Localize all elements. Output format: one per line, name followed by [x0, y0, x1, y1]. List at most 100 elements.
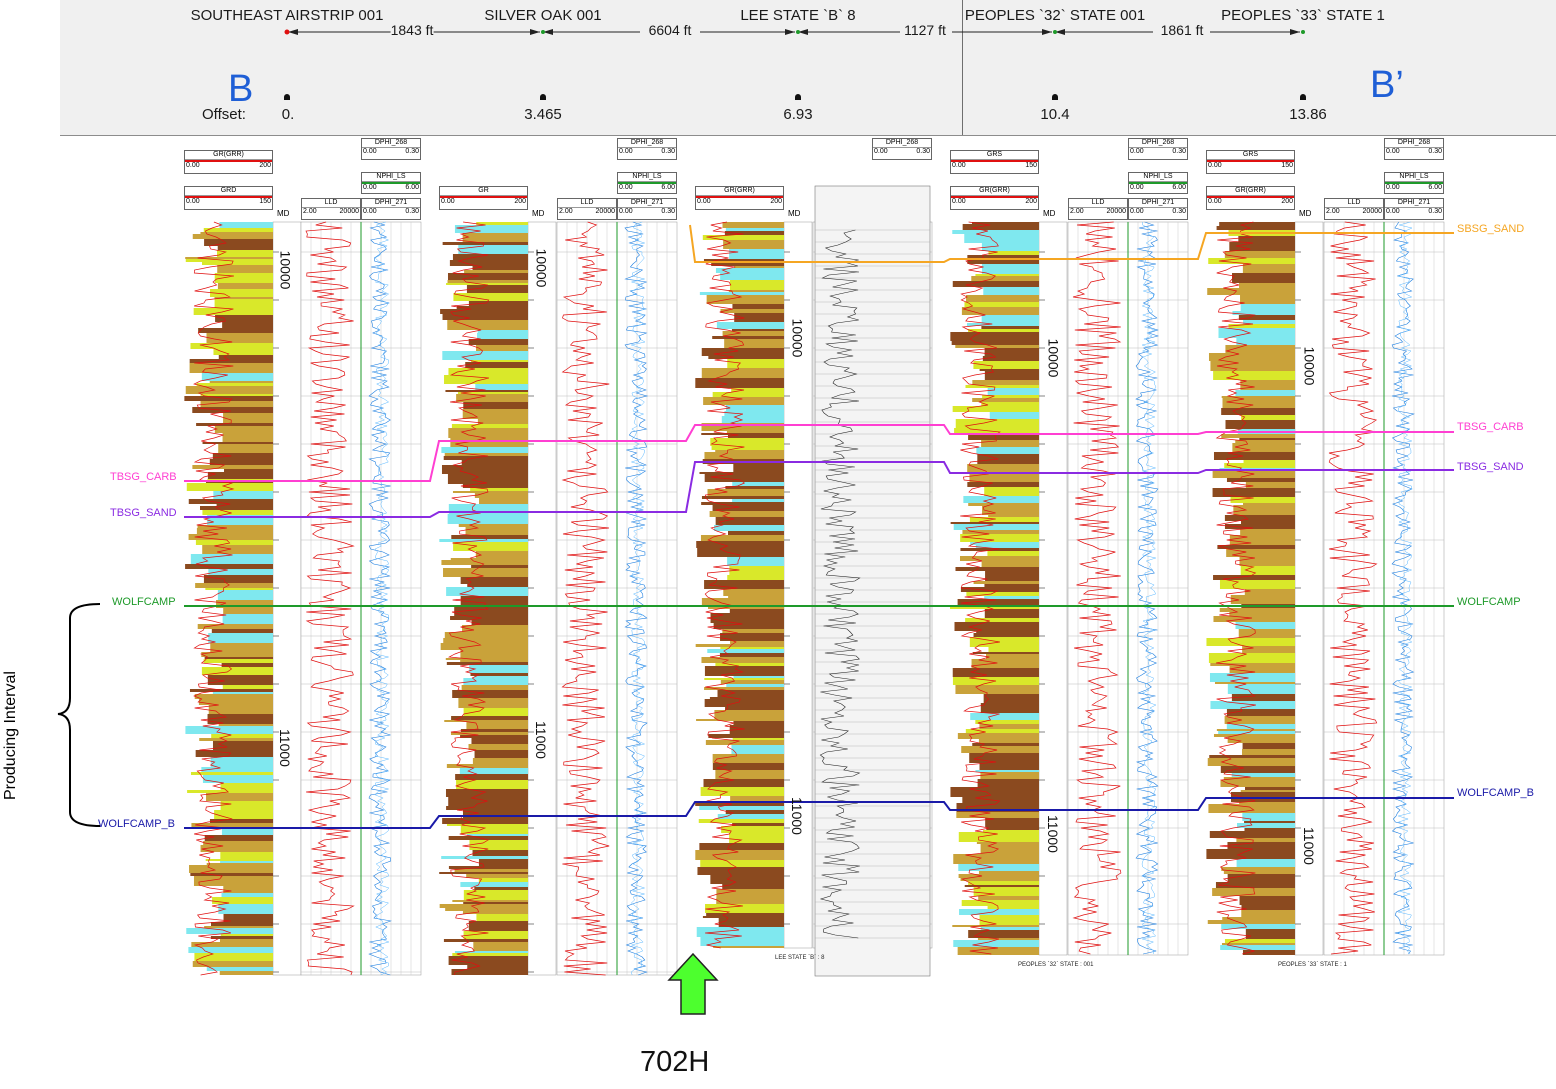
lithology-band	[978, 896, 1039, 900]
lithology-band	[981, 402, 1039, 406]
nphi-curve	[374, 221, 390, 976]
lithology-band	[964, 302, 1039, 307]
track-header-grs[interactable]: GRS 0.00 150	[1206, 150, 1295, 174]
track-header-dphi-268[interactable]: DPHI_268 0.00 0.30	[617, 138, 677, 160]
track-header-gr-grr[interactable]: GR(GRR) 0.00 200	[184, 150, 273, 174]
lithology-band	[957, 599, 1039, 607]
pick-label-wolfcamp[interactable]: WOLFCAMP	[112, 596, 176, 608]
well-name-lee-state[interactable]: LEE STATE `B` 8	[740, 7, 856, 24]
pick-label-wolfcamp-b[interactable]: WOLFCAMP_B	[98, 818, 176, 830]
pick-label-tbsg-carb[interactable]: TBSG_CARB	[110, 471, 177, 483]
well-name-peoples-32[interactable]: PEOPLES `32` STATE 001	[964, 7, 1146, 24]
pick-label-tbsg-sand[interactable]: TBSG_SAND	[1457, 461, 1524, 473]
lithology-band	[188, 499, 273, 504]
lithology-band	[964, 885, 1039, 887]
offset-value: 6.93	[783, 106, 813, 123]
lithology-band	[984, 609, 1039, 618]
track-header-dphi-271[interactable]: DPHI_271 0.00 0.30	[1384, 198, 1444, 220]
track-header-dphi-268[interactable]: DPHI_268 0.00 0.30	[1128, 138, 1188, 160]
track-header-gr[interactable]: GR 0.00 200	[439, 186, 528, 210]
track-header-lld[interactable]: LLD 2.00 20000	[557, 198, 617, 220]
lithology-band	[220, 861, 273, 863]
track-header-grs[interactable]: GRS 0.00 150	[950, 150, 1039, 174]
lithology-band	[950, 607, 1039, 609]
lithology-band	[704, 474, 784, 482]
lithology-band	[1240, 566, 1295, 575]
lithology-band	[950, 522, 1039, 524]
distance-label: 1861 ft	[1160, 22, 1204, 38]
lithology-band	[461, 685, 528, 690]
lithology-band	[1243, 460, 1295, 463]
lithology-band	[720, 680, 784, 684]
lithology-band	[212, 897, 273, 904]
lithology-band	[703, 779, 784, 787]
lithology-band	[699, 472, 784, 474]
lithology-band	[703, 397, 784, 405]
lithology-band	[454, 869, 528, 872]
track-header-gr-grr[interactable]: GR(GRR) 0.00 200	[1206, 186, 1295, 210]
lithology-band	[1232, 273, 1295, 283]
lithology-band	[471, 565, 528, 568]
lithology-band	[701, 657, 784, 663]
lithology-band	[1213, 371, 1295, 380]
lithology-band	[953, 524, 1039, 530]
track-header-dphi-268[interactable]: DPHI_268 0.00 0.30	[1384, 138, 1444, 160]
track-header-lld[interactable]: LLD 2.00 20000	[1324, 198, 1384, 220]
lithology-band	[186, 483, 273, 491]
lithology-band	[972, 652, 1039, 654]
track-header-nphi-ls[interactable]: NPHI_LS 0.00 6.00	[361, 172, 421, 194]
track-header-dphi-271[interactable]: DPHI_271 0.00 0.30	[1128, 198, 1188, 220]
lithology-band	[962, 224, 1039, 230]
lithology-band	[1232, 311, 1295, 315]
pick-label-wolfcamp[interactable]: WOLFCAMP	[1457, 596, 1521, 608]
well-name-southeast-airstrip[interactable]: SOUTHEAST AIRSTRIP 001	[190, 7, 384, 24]
track-header-nphi-ls[interactable]: NPHI_LS 0.00 6.00	[1128, 172, 1188, 194]
pick-label-tbsg-sand[interactable]: TBSG_SAND	[110, 507, 177, 519]
lithology-band	[462, 409, 528, 419]
lithology-band	[953, 854, 1039, 864]
track-header-lld[interactable]: LLD 2.00 20000	[1068, 198, 1128, 220]
track-header-grd[interactable]: GRD 0.00 150	[184, 186, 273, 210]
lithology-band	[701, 433, 784, 435]
well-name-silver-oak[interactable]: SILVER OAK 001	[484, 7, 602, 24]
lithology-band	[699, 806, 784, 810]
track-header-gr-grr[interactable]: GR(GRR) 0.00 200	[695, 186, 784, 210]
well-name-peoples-33[interactable]: PEOPLES `33` STATE 1	[1221, 7, 1385, 24]
depth-track	[272, 221, 302, 976]
lithology-band	[965, 729, 1039, 733]
lithology-band	[474, 493, 528, 498]
lithology-band	[730, 796, 784, 802]
pick-label-sbsg-sand[interactable]: SBSG_SAND	[1457, 223, 1525, 235]
lithology-band	[217, 265, 273, 273]
pick-label-tbsg-carb[interactable]: TBSG_CARB	[1457, 421, 1524, 433]
track-header-nphi-ls[interactable]: NPHI_LS 0.00 6.00	[617, 172, 677, 194]
track-header-lld[interactable]: LLD 2.00 20000	[301, 198, 361, 220]
lithology-band	[200, 401, 273, 407]
well-marker-icon	[284, 29, 290, 35]
lithology-band	[445, 789, 528, 797]
lithology-band	[966, 295, 1039, 302]
pick-label-wolfcamp-b[interactable]: WOLFCAMP_B	[1457, 787, 1535, 799]
lithology-band	[446, 283, 528, 285]
lithology-band	[1233, 505, 1295, 515]
lithology-band	[700, 937, 784, 946]
lithology-band	[206, 793, 273, 801]
track-header-nphi-ls[interactable]: NPHI_LS 0.00 6.00	[1384, 172, 1444, 194]
lithology-band	[1238, 315, 1295, 320]
distance-label: 1843 ft	[390, 22, 434, 38]
lithology-band	[973, 633, 1039, 637]
well-marker-icon	[1053, 30, 1057, 34]
lithology-band	[206, 967, 273, 971]
lithology-band	[203, 841, 273, 845]
lithology-band	[1240, 529, 1295, 535]
lithology-band	[211, 922, 273, 926]
lithology-band	[213, 491, 273, 499]
track-header-dphi-268[interactable]: DPHI_268 0.00 0.30	[361, 138, 421, 160]
track-header-dphi-271[interactable]: DPHI_271 0.00 0.30	[361, 198, 421, 220]
track-header-dphi-271[interactable]: DPHI_271 0.00 0.30	[617, 198, 677, 220]
track-header-dphi-268[interactable]: DPHI_268 0.00 0.30	[872, 138, 932, 160]
lithology-band	[961, 746, 1039, 753]
lithology-band	[711, 446, 784, 450]
track-header-gr-grr[interactable]: GR(GRR) 0.00 200	[950, 186, 1039, 210]
